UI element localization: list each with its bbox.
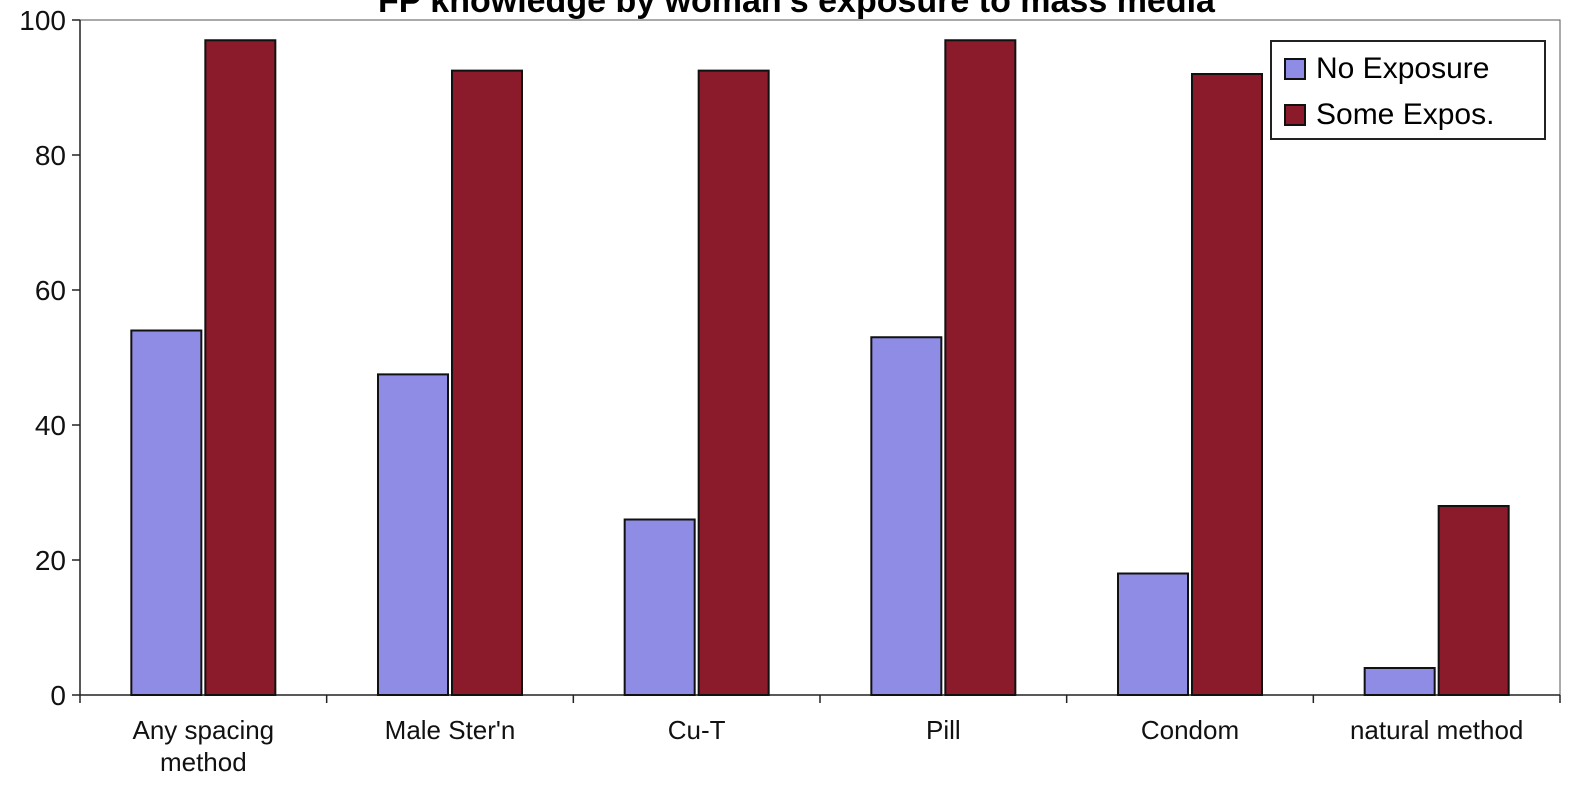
y-tick-label: 60: [35, 275, 66, 306]
y-tick-label: 40: [35, 410, 66, 441]
y-tick-label: 100: [19, 5, 66, 36]
x-tick-label: Male Ster'n: [385, 715, 516, 745]
x-tick-label: Condom: [1141, 715, 1239, 745]
legend-label-some-exposure: Some Expos.: [1316, 98, 1495, 131]
bar-some-exposure: [204, 39, 277, 696]
bar-some-exposure: [451, 69, 523, 696]
x-tick-label: method: [160, 747, 247, 777]
y-tick-label: 0: [50, 680, 66, 711]
bar-no-exposure: [623, 518, 696, 696]
bar-no-exposure: [1117, 572, 1189, 696]
bar-some-exposure: [697, 69, 770, 696]
legend-item-no-exposure: No Exposure: [1284, 52, 1489, 86]
x-tick-label: Pill: [926, 715, 961, 745]
x-tick-label: Any spacing: [133, 715, 275, 745]
y-tick-label: 80: [35, 140, 66, 171]
bar-no-exposure: [1363, 667, 1436, 696]
bar-no-exposure: [130, 329, 203, 696]
legend-item-some-exposure: Some Expos.: [1284, 98, 1494, 132]
x-tick-label: natural method: [1350, 715, 1523, 745]
bar-some-exposure: [1437, 505, 1510, 696]
legend-label-no-exposure: No Exposure: [1316, 52, 1490, 85]
legend-swatch-some-exposure: [1284, 104, 1306, 126]
chart-title: FP knowledge by woman's exposure to mass…: [378, 0, 1215, 20]
bar-no-exposure: [377, 373, 449, 696]
y-tick-label: 20: [35, 545, 66, 576]
x-tick-label: Cu-T: [668, 715, 726, 745]
legend-swatch-no-exposure: [1284, 58, 1306, 80]
legend: No Exposure Some Expos.: [1270, 40, 1546, 140]
bar-no-exposure: [870, 336, 943, 696]
bar-some-exposure: [944, 39, 1017, 696]
bar-some-exposure: [1191, 73, 1263, 696]
